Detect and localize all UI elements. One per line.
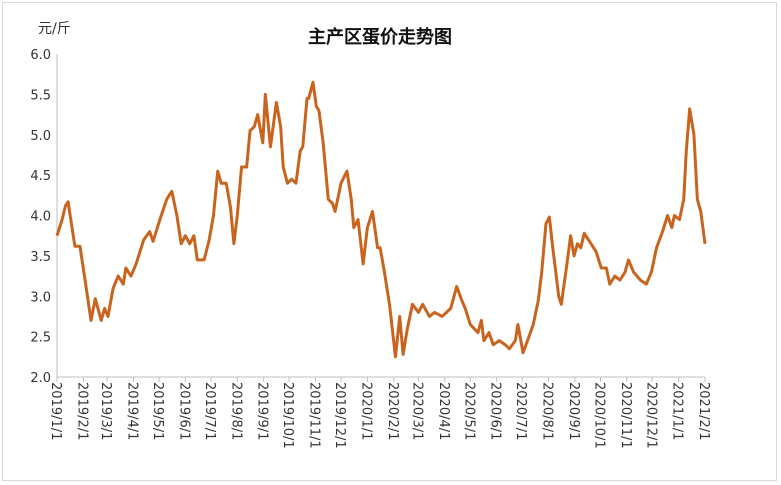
x-tick-label: 2020/12/1	[643, 382, 658, 449]
x-tick-label: 2020/7/1	[513, 382, 528, 440]
x-tick-label: 2019/8/1	[228, 382, 243, 440]
x-tick-label: 2019/12/1	[332, 382, 347, 449]
y-tick-label: 3.5	[30, 250, 51, 265]
x-tick-label: 2021/2/1	[696, 382, 711, 440]
x-tick-label: 2020/10/1	[591, 382, 606, 449]
y-axis-label: 元/斤	[38, 21, 71, 37]
x-tick-label: 2019/2/1	[74, 382, 89, 440]
x-tick-label: 2019/9/1	[255, 382, 270, 440]
x-tick-label: 2019/11/1	[307, 382, 322, 449]
y-tick-label: 2.5	[30, 331, 51, 346]
x-tick-label: 2019/10/1	[280, 382, 295, 449]
y-tick-label: 6.0	[30, 48, 51, 63]
chart-title: 主产区蛋价走势图	[308, 26, 452, 48]
x-tick-label: 2019/7/1	[202, 382, 217, 440]
y-tick-label: 4.5	[30, 169, 51, 184]
price-line	[55, 80, 707, 359]
x-tick-label: 2020/3/1	[409, 382, 424, 440]
x-tick-label: 2020/6/1	[488, 382, 503, 440]
x-tick-label: 2020/9/1	[566, 382, 581, 440]
x-tick-label: 2021/1/1	[670, 382, 685, 440]
y-tick-label: 2.0	[30, 371, 51, 386]
x-tick-label: 2020/4/1	[436, 382, 451, 440]
x-tick-label: 2019/5/1	[150, 382, 165, 440]
y-tick-label: 3.0	[30, 290, 51, 305]
x-tick-label: 2020/1/1	[358, 382, 373, 440]
x-tick-label: 2020/8/1	[540, 382, 555, 440]
x-tick-label: 2019/4/1	[125, 382, 140, 440]
x-tick-label: 2020/2/1	[385, 382, 400, 440]
x-tick-label: 2019/3/1	[98, 382, 113, 440]
y-tick-label: 4.0	[30, 210, 51, 225]
x-tick-label: 2019/1/1	[48, 382, 63, 440]
x-tick-label: 2020/5/1	[461, 382, 476, 440]
y-tick-label: 5.0	[30, 129, 51, 144]
y-tick-label: 5.5	[30, 88, 51, 103]
x-tick-label: 2020/11/1	[618, 382, 633, 449]
x-tick-label: 2019/6/1	[176, 382, 191, 440]
